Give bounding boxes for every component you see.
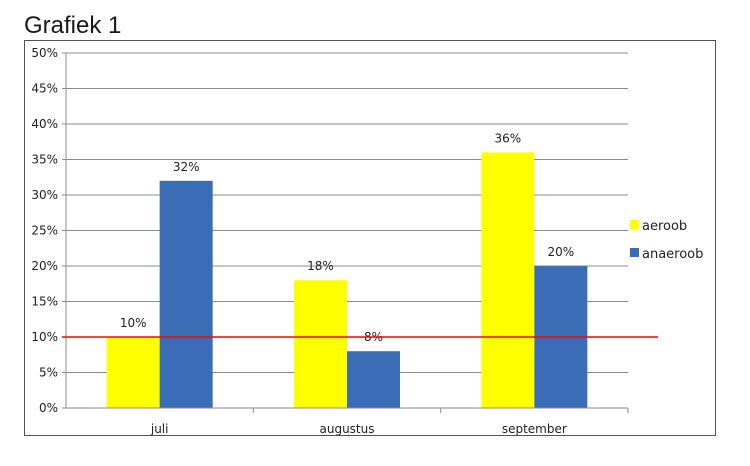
y-tick-label: 30% [31,188,58,202]
legend-swatch-anaeroob [630,248,639,257]
bars [106,152,588,408]
legend-label-anaeroob: anaeroob [642,247,703,262]
chart-title: Grafiek 1 [24,12,122,39]
data-label: 18% [307,259,334,273]
bar-aeroob-juli [106,337,160,408]
bar-aeroob-augustus [294,280,347,408]
x-category-label: september [502,422,567,436]
x-axis-categories: juli augustus september [150,422,567,436]
chart-frame [24,40,716,436]
data-label: 32% [173,160,200,174]
bar-anaeroob-augustus [347,351,400,408]
x-category-label: augustus [320,422,375,436]
y-tick-label: 45% [31,82,58,96]
bar-anaeroob-juli [159,180,213,408]
y-tick-label: 40% [31,117,58,131]
y-tick-label: 25% [31,224,58,238]
y-axis-ticks: 0% 5% 10% 15% 20% 25% 30% 35% 40% 45% 50% [31,46,66,415]
legend-label-aeroob: aeroob [642,219,687,234]
y-tick-label: 20% [31,259,58,273]
axes [65,53,629,413]
y-tick-label: 0% [39,401,58,415]
y-tick-label: 5% [39,366,58,380]
y-tick-label: 35% [31,153,58,167]
legend-swatch-aeroob [630,220,639,229]
y-tick-label: 15% [31,295,58,309]
data-label: 36% [494,131,521,145]
data-label: 20% [547,245,574,259]
bar-aeroob-september [481,152,535,408]
x-category-label: juli [150,422,169,436]
y-tick-label: 10% [31,330,58,344]
data-label: 10% [120,316,147,330]
data-labels: 10%32%18%8%36%20% [120,131,574,344]
legend: aeroob anaeroob [630,219,703,262]
y-tick-label: 50% [31,46,58,60]
